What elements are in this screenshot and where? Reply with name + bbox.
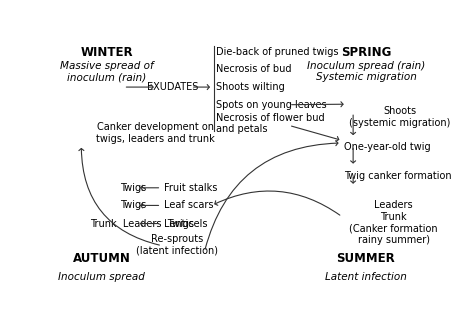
- Text: Spots on young leaves: Spots on young leaves: [217, 100, 327, 110]
- Text: Inoculum spread (rain)
Systemic migration: Inoculum spread (rain) Systemic migratio…: [307, 60, 425, 82]
- Text: Re-sprouts
(latent infection): Re-sprouts (latent infection): [136, 234, 218, 255]
- Text: Shoots
(systemic migration): Shoots (systemic migration): [349, 106, 451, 128]
- Text: Twig canker formation: Twig canker formation: [344, 171, 452, 181]
- Text: Twigs: Twigs: [120, 183, 146, 193]
- Text: WINTER: WINTER: [81, 45, 133, 59]
- Text: Latent infection: Latent infection: [325, 272, 407, 282]
- Text: Necrosis of bud: Necrosis of bud: [217, 64, 292, 75]
- Text: Leaf scars: Leaf scars: [164, 200, 213, 210]
- Text: Necrosis of flower bud
and petals: Necrosis of flower bud and petals: [217, 113, 325, 134]
- Text: SPRING: SPRING: [341, 45, 391, 59]
- Text: Fruit stalks: Fruit stalks: [164, 183, 217, 193]
- Text: Twigs: Twigs: [120, 200, 146, 210]
- Text: Die-back of pruned twigs: Die-back of pruned twigs: [217, 47, 339, 57]
- Text: Shoots wilting: Shoots wilting: [217, 82, 285, 92]
- Text: Massive spread of
inoculum (rain): Massive spread of inoculum (rain): [60, 60, 154, 82]
- Text: Inoculum spread: Inoculum spread: [58, 272, 145, 282]
- Text: EXUDATES: EXUDATES: [147, 82, 199, 92]
- Text: One-year-old twig: One-year-old twig: [344, 143, 430, 152]
- Text: Canker development on
twigs, leaders and trunk: Canker development on twigs, leaders and…: [96, 122, 215, 144]
- Text: SUMMER: SUMMER: [337, 252, 395, 265]
- Text: Lenticels: Lenticels: [164, 218, 208, 229]
- Text: Leaders
Trunk
(Canker formation
rainy summer): Leaders Trunk (Canker formation rainy su…: [349, 200, 438, 245]
- Text: AUTUMN: AUTUMN: [73, 252, 130, 265]
- Text: Trunk  Leaders  Twigs: Trunk Leaders Twigs: [91, 218, 194, 229]
